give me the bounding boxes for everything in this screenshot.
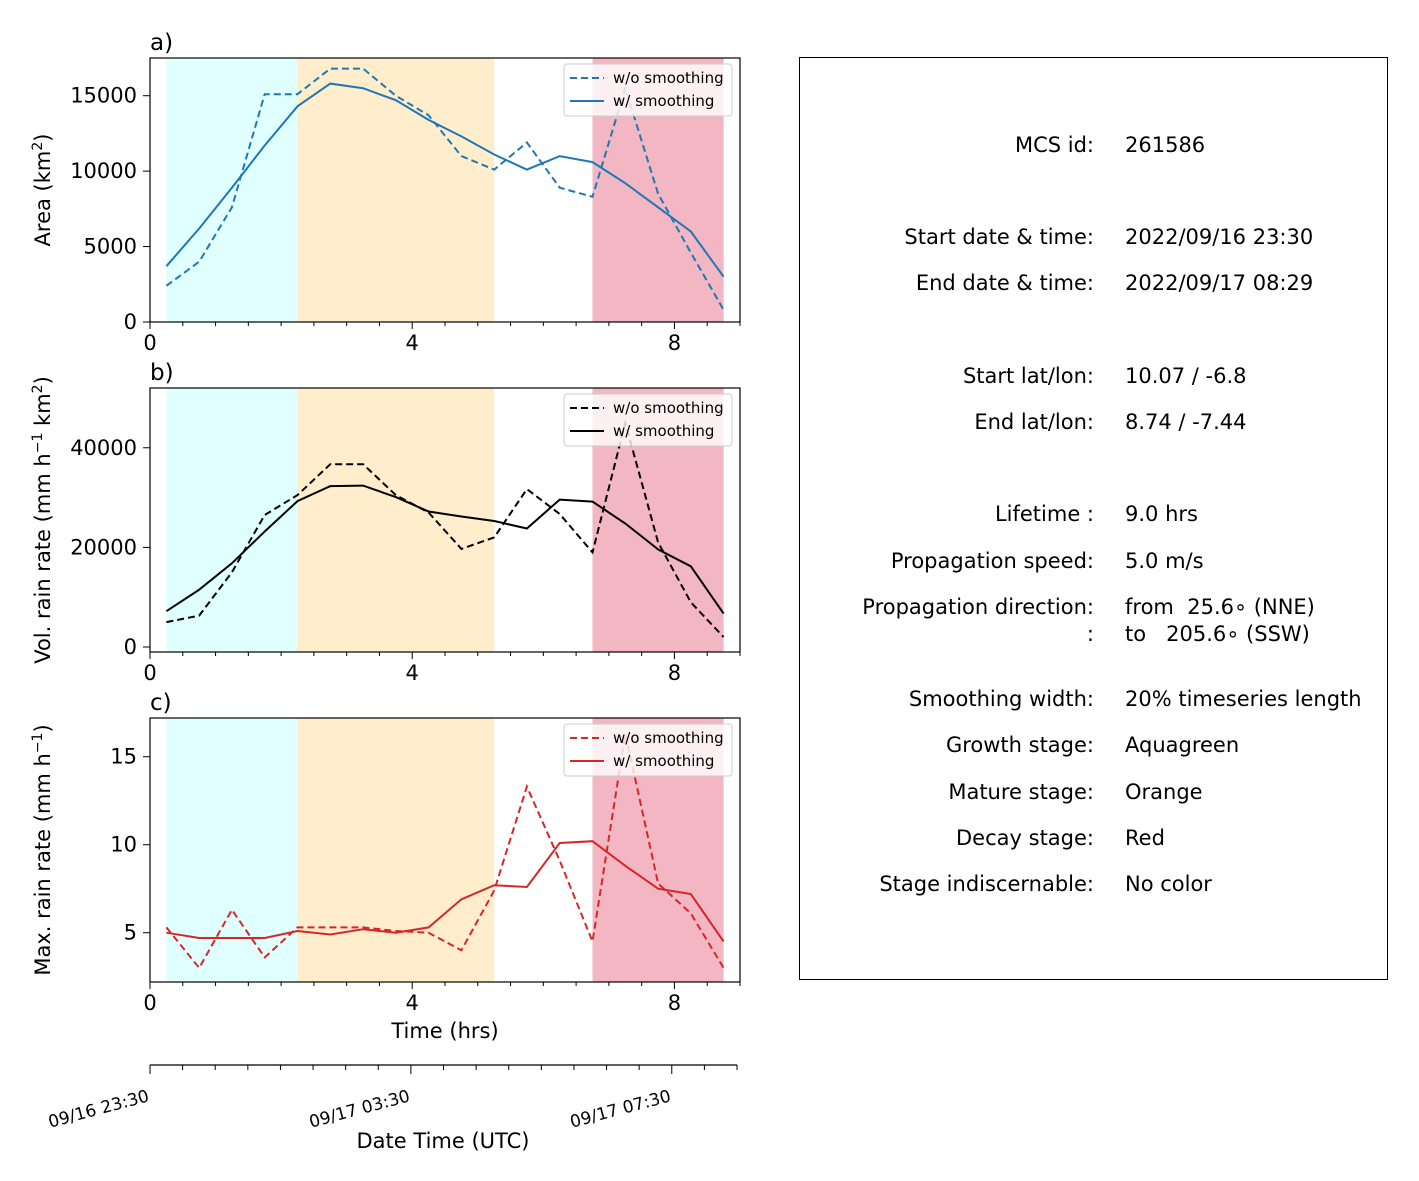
y-tick-label: 0 (124, 310, 137, 334)
y-tick-label: 15 (110, 745, 137, 769)
legend-label: w/o smoothing (613, 399, 724, 417)
y-axis-label: Max. rain rate (mm h−1) (30, 724, 55, 975)
legend-label: w/ smoothing (613, 422, 714, 440)
legend-label: w/ smoothing (613, 92, 714, 110)
panel-label: a) (150, 30, 173, 56)
chart-panel-b: 0 4 8 0 20000 40000 b) Vol. rain rate (mm h−1 k… (30, 360, 741, 685)
legend-label: w/ smoothing (613, 752, 714, 770)
x-axis-label: Time (hrs) (390, 1019, 498, 1043)
y-tick-label: 10 (110, 833, 137, 857)
datetime-axis: 09/16 23:30 09/17 03:30 09/17 07:30 Date Ti… (46, 1064, 738, 1153)
datetime-tick-label: 09/16 23:30 (46, 1087, 151, 1133)
info-label: : (1086, 622, 1094, 646)
y-tick-label: 20000 (70, 535, 137, 559)
chart-panel-c: 0 4 8 5 10 15 c) Max. rain rate (mm h−1) Time (h… (30, 690, 741, 1043)
y-tick-label: 5 (124, 921, 137, 945)
info-value: 5.0 m/s (1125, 549, 1204, 573)
datetime-axis-label: Date Time (UTC) (357, 1129, 530, 1153)
x-tick-label: 8 (668, 331, 681, 355)
legend-label: w/o smoothing (613, 729, 724, 747)
datetime-tick-label: 09/17 03:30 (307, 1087, 412, 1133)
info-value: 261586 (1125, 133, 1206, 157)
legend-label: w/o smoothing (613, 69, 724, 87)
panel-label: c) (150, 690, 172, 716)
stage-band-mature (297, 58, 495, 322)
info-label: Growth stage: (945, 733, 1094, 757)
info-value: 9.0 hrs (1125, 502, 1198, 526)
info-label: MCS id: (1014, 133, 1094, 157)
info-value: to 205.6∘ (SSW) (1125, 622, 1310, 646)
info-label: Smoothing width: (908, 687, 1094, 711)
info-label: End lat/lon: (974, 410, 1094, 434)
info-value: No color (1125, 872, 1212, 896)
series-line-smoothed (165, 484, 725, 615)
stage-band-growth (166, 58, 298, 322)
info-label: Propagation speed: (890, 549, 1094, 573)
info-value: 20% timeseries length (1125, 687, 1362, 711)
info-value: 2022/09/17 08:29 (1125, 271, 1314, 295)
info-value: 2022/09/16 23:30 (1125, 225, 1314, 249)
stage-band-mature (297, 718, 495, 982)
y-tick-label: 0 (124, 635, 137, 659)
x-tick-label: 8 (668, 661, 681, 685)
mcs-info-panel: MCS id: 261586 Start date & time: 2022/0… (799, 57, 1388, 980)
x-tick-label: 0 (143, 661, 156, 685)
info-label: Lifetime : (994, 502, 1094, 526)
info-label: Mature stage: (948, 780, 1094, 804)
series-line-smoothed (165, 82, 725, 278)
info-value: Orange (1125, 780, 1203, 804)
legend-box (563, 63, 733, 117)
info-value: Red (1125, 826, 1165, 850)
y-axis-label: Vol. rain rate (mm h−1 km2) (30, 376, 55, 664)
x-tick-label: 4 (406, 661, 419, 685)
info-label: End date & time: (915, 271, 1094, 295)
stage-band-mature (297, 388, 495, 652)
info-label: Stage indiscernable: (879, 872, 1094, 896)
y-tick-label: 40000 (70, 436, 137, 460)
info-value: 10.07 / -6.8 (1125, 364, 1247, 388)
info-label: Decay stage: (956, 826, 1094, 850)
legend-box (563, 723, 733, 777)
y-axis-label: Area (km2) (30, 134, 55, 247)
x-tick-label: 4 (406, 991, 419, 1015)
x-tick-label: 4 (406, 331, 419, 355)
info-value: Aquagreen (1125, 733, 1240, 757)
stage-band-growth (166, 718, 298, 982)
info-label: Propagation direction: (862, 595, 1094, 619)
info-label: Start lat/lon: (962, 364, 1094, 388)
x-tick-label: 0 (143, 331, 156, 355)
series-line-smoothed (166, 840, 725, 943)
info-label: Start date & time: (904, 225, 1094, 249)
panel-label: b) (150, 360, 174, 386)
legend-box (563, 393, 733, 447)
datetime-tick-label: 09/17 07:30 (568, 1087, 673, 1133)
y-tick-label: 10000 (70, 159, 137, 183)
x-tick-label: 0 (143, 991, 156, 1015)
info-value: 8.74 / -7.44 (1125, 410, 1247, 434)
y-tick-label: 5000 (84, 235, 137, 259)
y-tick-label: 15000 (70, 84, 137, 108)
chart-panel-a: 0 4 8 0 5000 10000 15000 a) Area (km2) w/o smooth… (30, 30, 741, 355)
x-tick-label: 8 (668, 991, 681, 1015)
info-value: from 25.6∘ (NNE) (1125, 595, 1315, 619)
